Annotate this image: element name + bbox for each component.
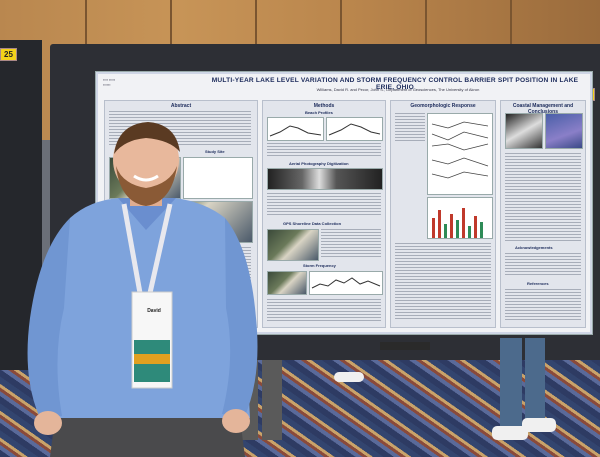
poster-authors: Williams, David R. and Pecor, John S., D…: [316, 87, 480, 92]
bar: [474, 216, 477, 238]
refs-heading: References: [527, 281, 549, 286]
location-map: [183, 157, 253, 199]
sneaker: [522, 418, 556, 432]
presenter: [27, 122, 258, 457]
background-person-leg: [262, 360, 282, 440]
aerial-text: [267, 193, 381, 217]
abstract-heading: Abstract: [170, 103, 192, 109]
storm-text: [267, 299, 381, 321]
storm-line-icon: [311, 277, 381, 289]
bar: [468, 226, 471, 238]
poster-title: MULTI-YEAR LAKE LEVEL VARIATION AND STOR…: [211, 77, 579, 91]
beach-profile-chart: [267, 117, 324, 141]
storm-heading: Storm Frequency: [303, 263, 336, 268]
storm-chart: [309, 271, 383, 295]
gps-heading: GPS Shoreline Data Collection: [283, 221, 342, 226]
coastal-map: [545, 113, 583, 149]
refs-text: [505, 289, 581, 321]
sneaker: [334, 372, 364, 382]
bar: [456, 220, 459, 238]
bar: [480, 222, 483, 238]
poster-meta: ▪▪▪▪ ▪▪▪▪▪ ▪▪▪▪▪▪: [103, 78, 116, 87]
sneaker: [492, 426, 528, 440]
bar: [432, 218, 435, 238]
bar: [444, 224, 447, 238]
study-site-heading: Study Site: [205, 149, 225, 154]
methods-heading: Methods: [313, 103, 335, 109]
methods-column: Methods Beach Profiles Aerial Photograph…: [262, 100, 386, 328]
conclusions-column: Coastal Management and Conclusions Ackno…: [500, 100, 586, 328]
booth-number-left: 25: [0, 48, 17, 61]
bar: [462, 208, 465, 238]
profile-line-icon: [269, 125, 322, 137]
coastal-photo: [505, 113, 543, 149]
geomorph-text: [395, 243, 491, 319]
ack-heading: Acknowledgements: [515, 245, 553, 250]
bar: [450, 214, 453, 238]
background-person-leg: [500, 338, 522, 428]
gps-text: [321, 229, 381, 259]
shoreline-chart: [427, 113, 493, 195]
geomorph-heading: Geomorphologic Response: [410, 103, 476, 109]
storm-photo: [267, 271, 307, 295]
geomorph-column: Geomorphologic Response: [390, 100, 496, 328]
profile-text: [267, 143, 381, 157]
beach-profile-chart: [326, 117, 383, 141]
background-person-leg: [525, 338, 545, 423]
aerial-photo-strip: [267, 168, 383, 190]
badge-name: David: [147, 308, 161, 314]
aerial-heading: Aerial Photography Digitization: [289, 161, 349, 166]
beach-profiles-heading: Beach Profiles: [305, 110, 333, 115]
conclusions-text: [505, 153, 581, 241]
coastal-heading: Coastal Management and Conclusions: [512, 103, 574, 115]
stand-base: [380, 342, 430, 350]
legend-text: [395, 113, 425, 143]
bar: [438, 210, 441, 238]
profile-line-icon: [328, 123, 381, 136]
ack-text: [505, 253, 581, 275]
gps-photo: [267, 229, 319, 261]
bar-chart: [427, 197, 493, 239]
shoreline-lines-icon: [431, 121, 489, 179]
